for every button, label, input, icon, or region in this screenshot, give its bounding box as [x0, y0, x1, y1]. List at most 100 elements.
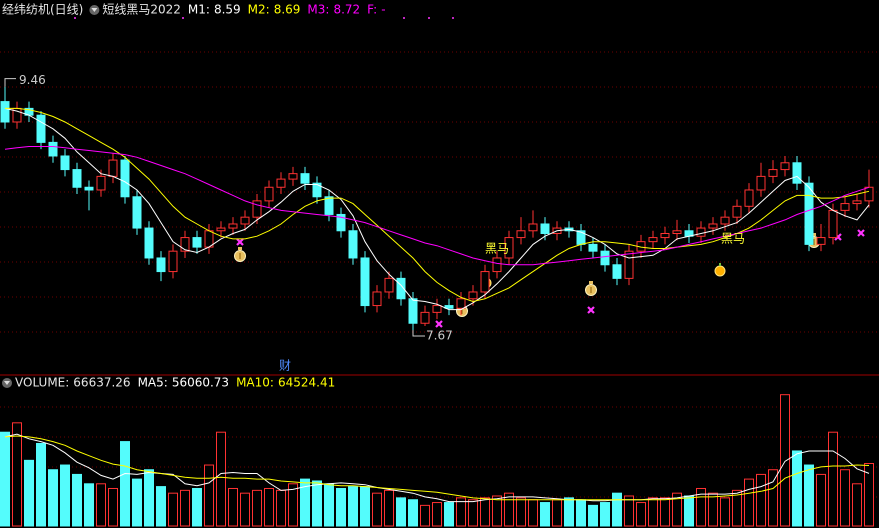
candle-body [480, 271, 490, 293]
volume-ma-value: 56060.73 [172, 376, 229, 390]
candle-body [576, 230, 586, 245]
indicator-value: 8.72 [333, 3, 360, 17]
candle-body [48, 141, 58, 157]
candle-body [108, 159, 118, 177]
volume-bar [360, 486, 370, 527]
volume-ma-value: 64524.41 [278, 376, 335, 390]
candle-body [0, 101, 10, 123]
candle-body [60, 155, 70, 171]
volume-bar [756, 473, 766, 527]
candle-body [96, 175, 106, 191]
volume-bar [708, 492, 718, 527]
volume-bar [768, 469, 778, 527]
indicator-value: - [381, 3, 385, 17]
volume-bar [792, 450, 802, 527]
volume-bar [228, 487, 238, 527]
money-bag-top [589, 281, 593, 284]
annotation: 黑马 [721, 232, 745, 246]
candle-body [816, 237, 826, 245]
volume-bar [636, 502, 646, 527]
volume-bar [396, 497, 406, 527]
volume-bar [528, 499, 538, 527]
candle-body [252, 200, 262, 218]
signal-dot [428, 17, 430, 19]
candle-body [132, 196, 142, 229]
volume-ma-label: MA5: [138, 376, 168, 390]
volume-bar [84, 483, 94, 527]
candle-body [468, 291, 478, 300]
candle-body [216, 227, 226, 232]
sell-cross [857, 229, 865, 237]
money-bag-top [238, 247, 242, 250]
volume-bar [12, 422, 22, 527]
volume-bar [432, 502, 442, 527]
candle-body [756, 175, 766, 191]
candle-body [120, 159, 130, 198]
volume-bar [456, 497, 466, 527]
volume-bar [0, 431, 10, 527]
volume-bar [864, 462, 874, 527]
volume-bar [660, 497, 670, 527]
volume-bar [312, 480, 322, 527]
volume-bar [156, 486, 166, 527]
volume-label: VOLUME: [15, 376, 69, 390]
candle-body [72, 169, 82, 188]
volume-bar [480, 497, 490, 527]
volume-bar [252, 489, 262, 527]
candle-body [516, 230, 526, 239]
volume-bar [408, 499, 418, 527]
candle-body [852, 200, 862, 205]
volume-bar [696, 487, 706, 527]
indicator-name: 短线黑马2022 [102, 3, 181, 17]
volume-bar [744, 478, 754, 527]
indicator-label: M2: [248, 3, 270, 17]
money-bag-top [812, 233, 816, 236]
candle-body [396, 277, 406, 300]
annotation: 财 [279, 359, 291, 373]
candle-body [324, 196, 334, 215]
volume-bar [564, 497, 574, 527]
candle-body [504, 237, 514, 259]
candle-body [528, 223, 538, 232]
volume-bar [300, 478, 310, 527]
candle-body [312, 182, 322, 198]
signal-dot [182, 17, 184, 19]
volume-ma-label: MA10: [236, 376, 274, 390]
volume-bar [192, 487, 202, 527]
volume-bar [324, 483, 334, 527]
volume-bar [588, 504, 598, 527]
candle-body [660, 232, 670, 239]
candle-body [180, 237, 190, 252]
sell-cross [236, 238, 244, 246]
volume-bar [60, 464, 70, 527]
signal-dot [74, 17, 76, 19]
volume-bar [108, 487, 118, 527]
candle-body [432, 305, 442, 313]
ma-line [4, 107, 870, 311]
candle-body [156, 257, 166, 273]
volume-bar [336, 487, 346, 527]
volume-bar [276, 489, 286, 527]
ma-line [4, 146, 870, 266]
volume-bar [216, 431, 226, 527]
ma-line [5, 107, 870, 303]
indicator-label: F: [367, 3, 377, 17]
candle-body [792, 162, 802, 184]
volume-bar [852, 483, 862, 527]
volume-bar [444, 502, 454, 527]
texts: 黑马 黑马 财 9.46 7.67 经纬纺机(日线) 短线黑马2022 M1: 8.59 M… [2, 3, 745, 390]
volume-bar [468, 499, 478, 527]
volume-bar [132, 478, 142, 527]
candle-body [144, 227, 154, 259]
volume-bar [720, 497, 730, 527]
candle-body [864, 186, 874, 202]
volume-bar [828, 431, 838, 527]
volume-bar [576, 499, 586, 527]
candle-body [372, 291, 382, 307]
volume-bar [240, 492, 250, 527]
candle-body [336, 213, 346, 232]
volume-bar [672, 492, 682, 527]
candle-body [456, 298, 466, 309]
